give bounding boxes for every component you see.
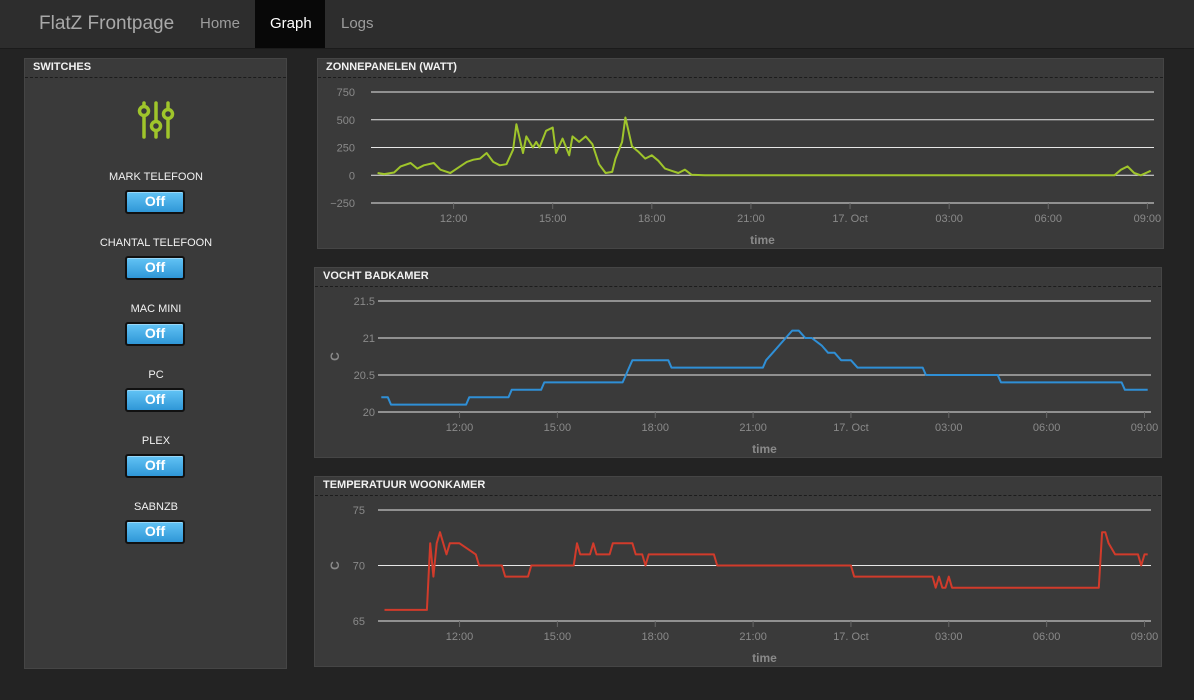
switch-toggle-chantal-telefoon[interactable]: Off [125, 256, 185, 280]
series-line [381, 329, 1148, 406]
x-tick-label: 12:00 [440, 213, 468, 225]
x-tick-label: 06:00 [1033, 422, 1061, 434]
y-axis-label: C [328, 561, 342, 570]
chart-panel-zonnepanelen: ZONNEPANELEN (WATT) −250 0 250 500 750 12:00 1… [317, 58, 1164, 249]
x-tick-label: 18:00 [641, 631, 669, 643]
switch-label-chantal-telefoon: CHANTAL TELEFOON [99, 237, 213, 249]
y-tick-label: 750 [337, 87, 355, 99]
x-tick-label: 03:00 [935, 631, 963, 643]
x-tick-label: 06:00 [1033, 631, 1061, 643]
chart-panel-vocht-badkamer: VOCHT BADKAMER 20 20.5 21 21.5 12:00 15:00 18:… [314, 267, 1162, 458]
y-axis-label: C [328, 352, 342, 361]
switch-label-mac-mini: MAC MINI [130, 303, 182, 315]
nav-home[interactable]: Home [200, 15, 241, 32]
y-tick-label: 0 [349, 170, 355, 182]
switch-toggle-mark-telefoon[interactable]: Off [125, 190, 185, 214]
switches-title: SWITCHES [33, 61, 92, 73]
switch-toggle-plex[interactable]: Off [125, 454, 185, 478]
chart-vocht-badkamer: 20 20.5 21 21.5 12:00 15:00 18:00 21:00 17. Oct 0… [328, 296, 1159, 456]
top-navbar: FlatZ Frontpage Home Graph Logs [0, 0, 1194, 49]
chart-title: TEMPERATUUR WOONKAMER [323, 479, 486, 491]
x-tick-label: 15:00 [544, 631, 572, 643]
y-tick-label: 21.5 [354, 296, 375, 308]
series-line [377, 116, 1152, 177]
x-tick-label: 17. Oct [833, 422, 868, 434]
y-tick-label: 20.5 [354, 370, 375, 382]
panel-divider [318, 77, 1163, 78]
x-tick-label: 03:00 [935, 422, 963, 434]
y-tick-label: 250 [337, 143, 355, 155]
chart-panel-temperatuur-woonkamer: TEMPERATUUR WOONKAMER 65 70 75 12:00 15:00 18… [314, 476, 1162, 667]
chart-temperatuur-woonkamer: 65 70 75 12:00 15:00 18:00 21:00 17. Oct 03:00 06… [328, 505, 1159, 665]
x-tick-label: 09:00 [1131, 422, 1159, 434]
panel-divider [315, 495, 1161, 496]
switch-label-mark-telefoon: MARK TELEFOON [109, 171, 203, 183]
x-tick-label: 09:00 [1134, 213, 1162, 225]
chart-zonnepanelen: −250 0 250 500 750 12:00 15:00 18:00 21:00 17. Oc… [330, 87, 1162, 247]
panel-divider [25, 77, 286, 78]
x-axis-label: time [750, 233, 775, 247]
switch-toggle-sabnzb[interactable]: Off [125, 520, 185, 544]
x-tick-label: 18:00 [641, 422, 669, 434]
y-tick-label: −250 [330, 198, 355, 210]
nav-logs[interactable]: Logs [341, 15, 374, 32]
switch-label-plex: PLEX [141, 435, 171, 447]
x-tick-label: 21:00 [739, 631, 767, 643]
x-tick-label: 09:00 [1131, 631, 1159, 643]
y-tick-label: 500 [337, 115, 355, 127]
x-tick-label: 15:00 [544, 422, 572, 434]
x-tick-label: 12:00 [446, 422, 474, 434]
switch-label-sabnzb: SABNZB [133, 501, 178, 513]
x-axis-label: time [752, 442, 777, 456]
y-tick-label: 70 [353, 561, 365, 573]
x-tick-label: 12:00 [446, 631, 474, 643]
brand-title[interactable]: FlatZ Frontpage [39, 13, 175, 34]
y-tick-label: 21 [363, 333, 375, 345]
switch-label-pc: PC [148, 369, 164, 381]
x-tick-label: 17. Oct [833, 631, 868, 643]
chart-title: VOCHT BADKAMER [323, 270, 429, 282]
x-tick-label: 21:00 [737, 213, 765, 225]
x-tick-label: 06:00 [1035, 213, 1063, 225]
switch-toggle-mac-mini[interactable]: Off [125, 322, 185, 346]
switch-toggle-pc[interactable]: Off [125, 388, 185, 412]
chart-title: ZONNEPANELEN (WATT) [326, 61, 457, 73]
x-tick-label: 21:00 [739, 422, 767, 434]
x-tick-label: 18:00 [638, 213, 666, 225]
y-tick-label: 75 [353, 505, 365, 517]
mixer-sliders-icon [137, 101, 175, 139]
x-tick-label: 15:00 [539, 213, 567, 225]
panel-divider [315, 286, 1161, 287]
x-axis-label: time [752, 651, 777, 665]
nav-graph[interactable]: Graph [255, 0, 325, 48]
series-line [384, 531, 1148, 611]
y-tick-label: 65 [353, 616, 365, 628]
x-tick-label: 17. Oct [832, 213, 867, 225]
y-tick-label: 20 [363, 407, 375, 419]
switches-panel: SWITCHES MARK TELEFOON Off CHANTAL TELEF… [24, 58, 287, 669]
x-tick-label: 03:00 [935, 213, 963, 225]
